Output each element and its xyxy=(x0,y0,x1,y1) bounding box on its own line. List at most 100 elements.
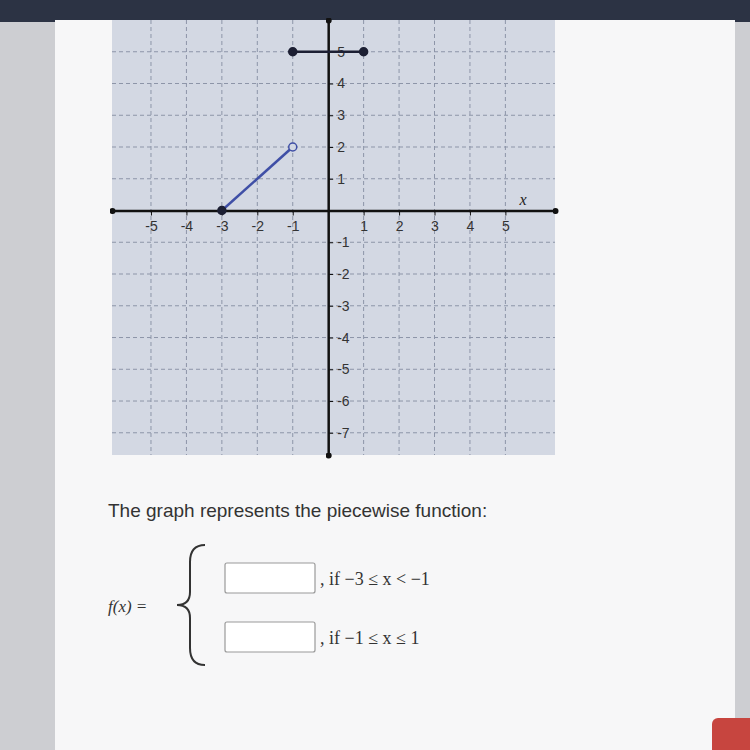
grid-line-y xyxy=(112,115,555,116)
y-tick-label: -6 xyxy=(337,393,350,409)
x-tick-label: -1 xyxy=(287,218,300,234)
x-tick-mark xyxy=(186,211,187,216)
x-tick: -1 xyxy=(287,211,300,235)
x-tick: 2 xyxy=(396,211,404,235)
line-segment xyxy=(293,51,364,54)
y-tick-mark xyxy=(328,115,333,116)
grid-line-x xyxy=(505,20,506,455)
y-tick-label: -5 xyxy=(337,361,350,377)
x-axis-line xyxy=(113,210,556,213)
y-tick: -1 xyxy=(328,234,350,250)
x-tick-mark xyxy=(505,211,506,216)
x-tick: 3 xyxy=(431,211,439,235)
y-tick-mark xyxy=(328,433,333,434)
page: -5-4-3-2-11234554321-1-2-3-4-5-6-7xThe g… xyxy=(0,0,750,750)
button[interactable] xyxy=(712,718,750,750)
function-name: f(x) = xyxy=(108,597,147,616)
x-tick: -4 xyxy=(181,211,194,235)
grid-line-x xyxy=(221,20,222,455)
y-tick-label: -3 xyxy=(337,298,350,314)
grid-line-y xyxy=(112,51,555,52)
x-tick: 4 xyxy=(467,211,475,235)
y-tick-mark xyxy=(328,274,333,275)
x-tick: 1 xyxy=(360,211,368,235)
y-tick: 3 xyxy=(328,107,345,123)
y-tick-label: 1 xyxy=(337,171,345,187)
x-tick: -2 xyxy=(252,211,265,235)
card xyxy=(55,20,735,750)
y-tick: 4 xyxy=(328,75,345,91)
x-tick-label: -2 xyxy=(252,218,265,234)
y-tick-mark xyxy=(328,242,333,243)
page-background xyxy=(0,0,750,750)
y-tick-label: 4 xyxy=(337,75,345,91)
grid-line-x xyxy=(399,20,400,455)
y-axis: 54321-1-2-3-4-5-6-7 xyxy=(328,21,350,456)
grid-line-y xyxy=(112,432,555,433)
y-tick-mark xyxy=(328,401,333,402)
grid-line-y xyxy=(112,401,555,402)
grid-line-y xyxy=(112,83,555,84)
x-tick-label: 2 xyxy=(396,218,404,234)
y-tick: -7 xyxy=(328,425,350,441)
y-tick-label: 2 xyxy=(337,139,345,155)
brace xyxy=(177,545,205,665)
answer-box[interactable] xyxy=(225,563,315,593)
x-tick-mark xyxy=(399,211,400,216)
grid-line-y xyxy=(112,369,555,370)
x-axis-label: x xyxy=(519,191,527,208)
x-tick: -5 xyxy=(145,211,158,235)
y-tick: -3 xyxy=(328,298,350,314)
grid-line-x xyxy=(186,20,187,455)
y-tick: -4 xyxy=(328,329,350,345)
x-tick-label: 1 xyxy=(360,218,368,234)
y-tick: -5 xyxy=(328,361,350,377)
x-tick-mark xyxy=(293,211,294,216)
grid-line-y xyxy=(112,147,555,148)
grid-line-y xyxy=(112,242,555,243)
grid-line-y xyxy=(112,337,555,338)
x-tick-label: -4 xyxy=(181,218,194,234)
x-tick-mark xyxy=(435,211,436,216)
y-tick: -2 xyxy=(328,266,350,282)
x-tick-label: -5 xyxy=(145,218,158,234)
grid xyxy=(112,20,555,455)
grid-line-x xyxy=(257,20,258,455)
plot-background xyxy=(112,20,555,455)
y-tick-mark xyxy=(328,369,333,370)
y-tick-label: -7 xyxy=(337,425,350,441)
y-tick-label: -2 xyxy=(337,266,350,282)
grid-line-x xyxy=(469,20,470,455)
answer-box[interactable] xyxy=(225,622,315,652)
condition: , if −3 ≤ x < −1 xyxy=(320,569,430,589)
line-segment xyxy=(222,147,293,211)
y-tick: 1 xyxy=(328,171,345,187)
grid-line-y xyxy=(112,178,555,179)
x-tick-label: 5 xyxy=(502,218,510,234)
closed-point xyxy=(360,48,368,56)
y-tick-mark xyxy=(328,84,333,85)
open-point xyxy=(289,143,297,151)
y-tick-mark xyxy=(328,338,333,339)
grid-line-x xyxy=(363,20,364,455)
grid-line-y xyxy=(112,274,555,275)
grid-line-y xyxy=(112,305,555,306)
x-axis: -5 -4 -3 -2 -1 1 2 3 4 5 xyxy=(113,211,556,235)
x-tick-mark xyxy=(470,211,471,216)
y-tick-label: -4 xyxy=(337,329,350,345)
y-axis-line xyxy=(327,21,330,456)
x-tick: 5 xyxy=(502,211,510,235)
grid-line-x xyxy=(292,20,293,455)
x-tick-label: -3 xyxy=(216,218,229,234)
marks xyxy=(218,48,368,215)
y-tick: -6 xyxy=(328,393,350,409)
x-tick-label: 4 xyxy=(467,218,475,234)
y-tick-mark xyxy=(328,179,333,180)
x-tick-mark xyxy=(151,211,152,216)
grid-line-x xyxy=(150,20,151,455)
x-tick-mark xyxy=(257,211,258,216)
y-tick-label: -1 xyxy=(337,234,350,250)
top-bar xyxy=(0,0,750,22)
grid-line-x xyxy=(434,20,435,455)
y-tick-mark xyxy=(328,306,333,307)
